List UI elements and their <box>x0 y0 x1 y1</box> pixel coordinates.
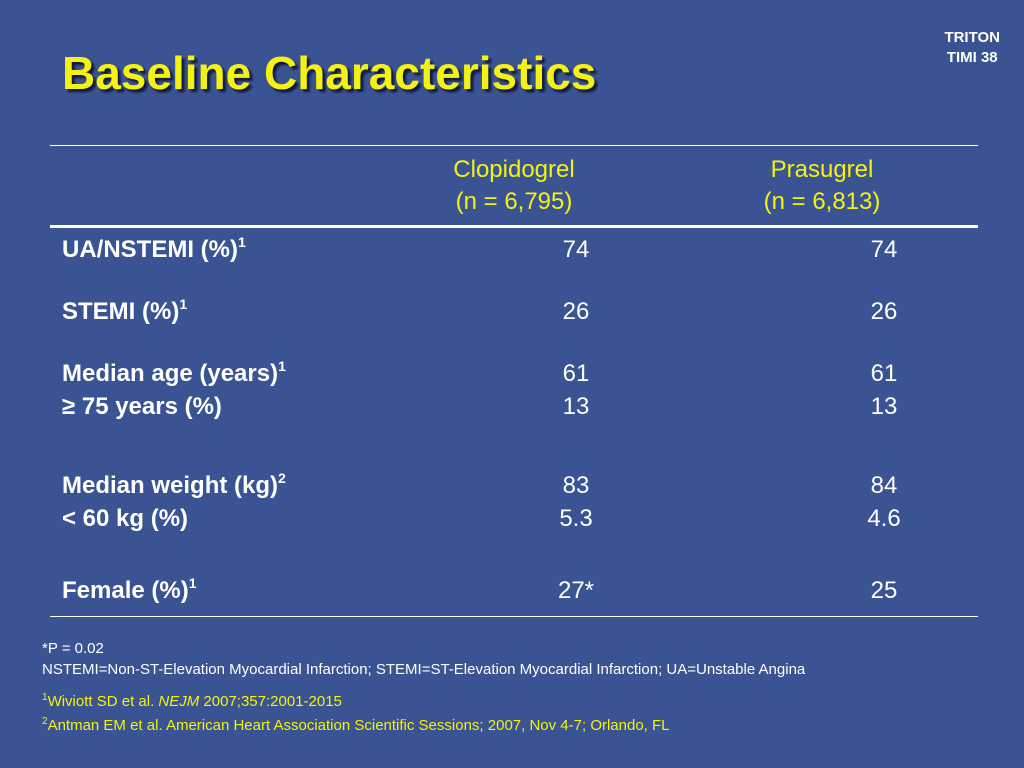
column-name: Clopidogrel <box>453 156 575 183</box>
row-label: Median weight (kg)2 <box>62 470 286 499</box>
row-label: Female (%)1 <box>62 575 197 604</box>
reference-1: 1Wiviott SD et al. NEJM 2007;357:2001-20… <box>42 692 342 711</box>
column-n: (n = 6,795) <box>455 188 573 215</box>
column-name: Prasugrel <box>770 156 874 183</box>
table-top-rule <box>50 145 978 146</box>
references: 1Wiviott SD et al. NEJM 2007;357:2001-20… <box>42 690 670 738</box>
trial-number: TIMI 38 <box>946 49 998 66</box>
cell-prasugrel: 25 <box>870 577 898 604</box>
cell-prasugrel: 84 <box>870 472 898 499</box>
trial-badge: TRITON TIMI 38 <box>944 28 1000 68</box>
cell-clopidogrel: 83 <box>562 472 590 499</box>
row-label: ≥ 75 years (%) <box>62 393 222 420</box>
cell-prasugrel: 13 <box>870 393 898 420</box>
row-label: Median age (years)1 <box>62 358 286 387</box>
table-bottom-rule <box>50 616 978 617</box>
cell-clopidogrel: 13 <box>562 393 590 420</box>
cell-prasugrel: 26 <box>870 298 898 325</box>
abbreviations-note: NSTEMI=Non-ST-Elevation Myocardial Infar… <box>42 661 806 678</box>
cell-clopidogrel: 27* <box>557 577 595 604</box>
cell-prasugrel: 4.6 <box>867 505 901 532</box>
cell-clopidogrel: 61 <box>562 360 590 387</box>
p-value-note: *P = 0.02 <box>42 640 104 657</box>
column-header-clopidogrel: Clopidogrel (n = 6,795) <box>384 154 644 218</box>
header-rule <box>50 225 978 228</box>
cell-clopidogrel: 5.3 <box>559 505 593 532</box>
column-n: (n = 6,813) <box>763 188 881 215</box>
cell-clopidogrel: 74 <box>562 236 590 263</box>
row-label: < 60 kg (%) <box>62 505 189 532</box>
trial-name: TRITON <box>944 29 1000 46</box>
cell-clopidogrel: 26 <box>562 298 590 325</box>
reference-2: 2Antman EM et al. American Heart Associa… <box>42 716 670 735</box>
row-label: STEMI (%)1 <box>62 296 188 325</box>
column-header-prasugrel: Prasugrel (n = 6,813) <box>692 154 952 218</box>
footnotes: *P = 0.02 NSTEMI=Non-ST-Elevation Myocar… <box>42 638 805 680</box>
cell-prasugrel: 61 <box>870 360 898 387</box>
row-label: UA/NSTEMI (%)1 <box>62 234 246 263</box>
slide-title: Baseline Characteristics <box>62 47 597 99</box>
cell-prasugrel: 74 <box>870 236 898 263</box>
